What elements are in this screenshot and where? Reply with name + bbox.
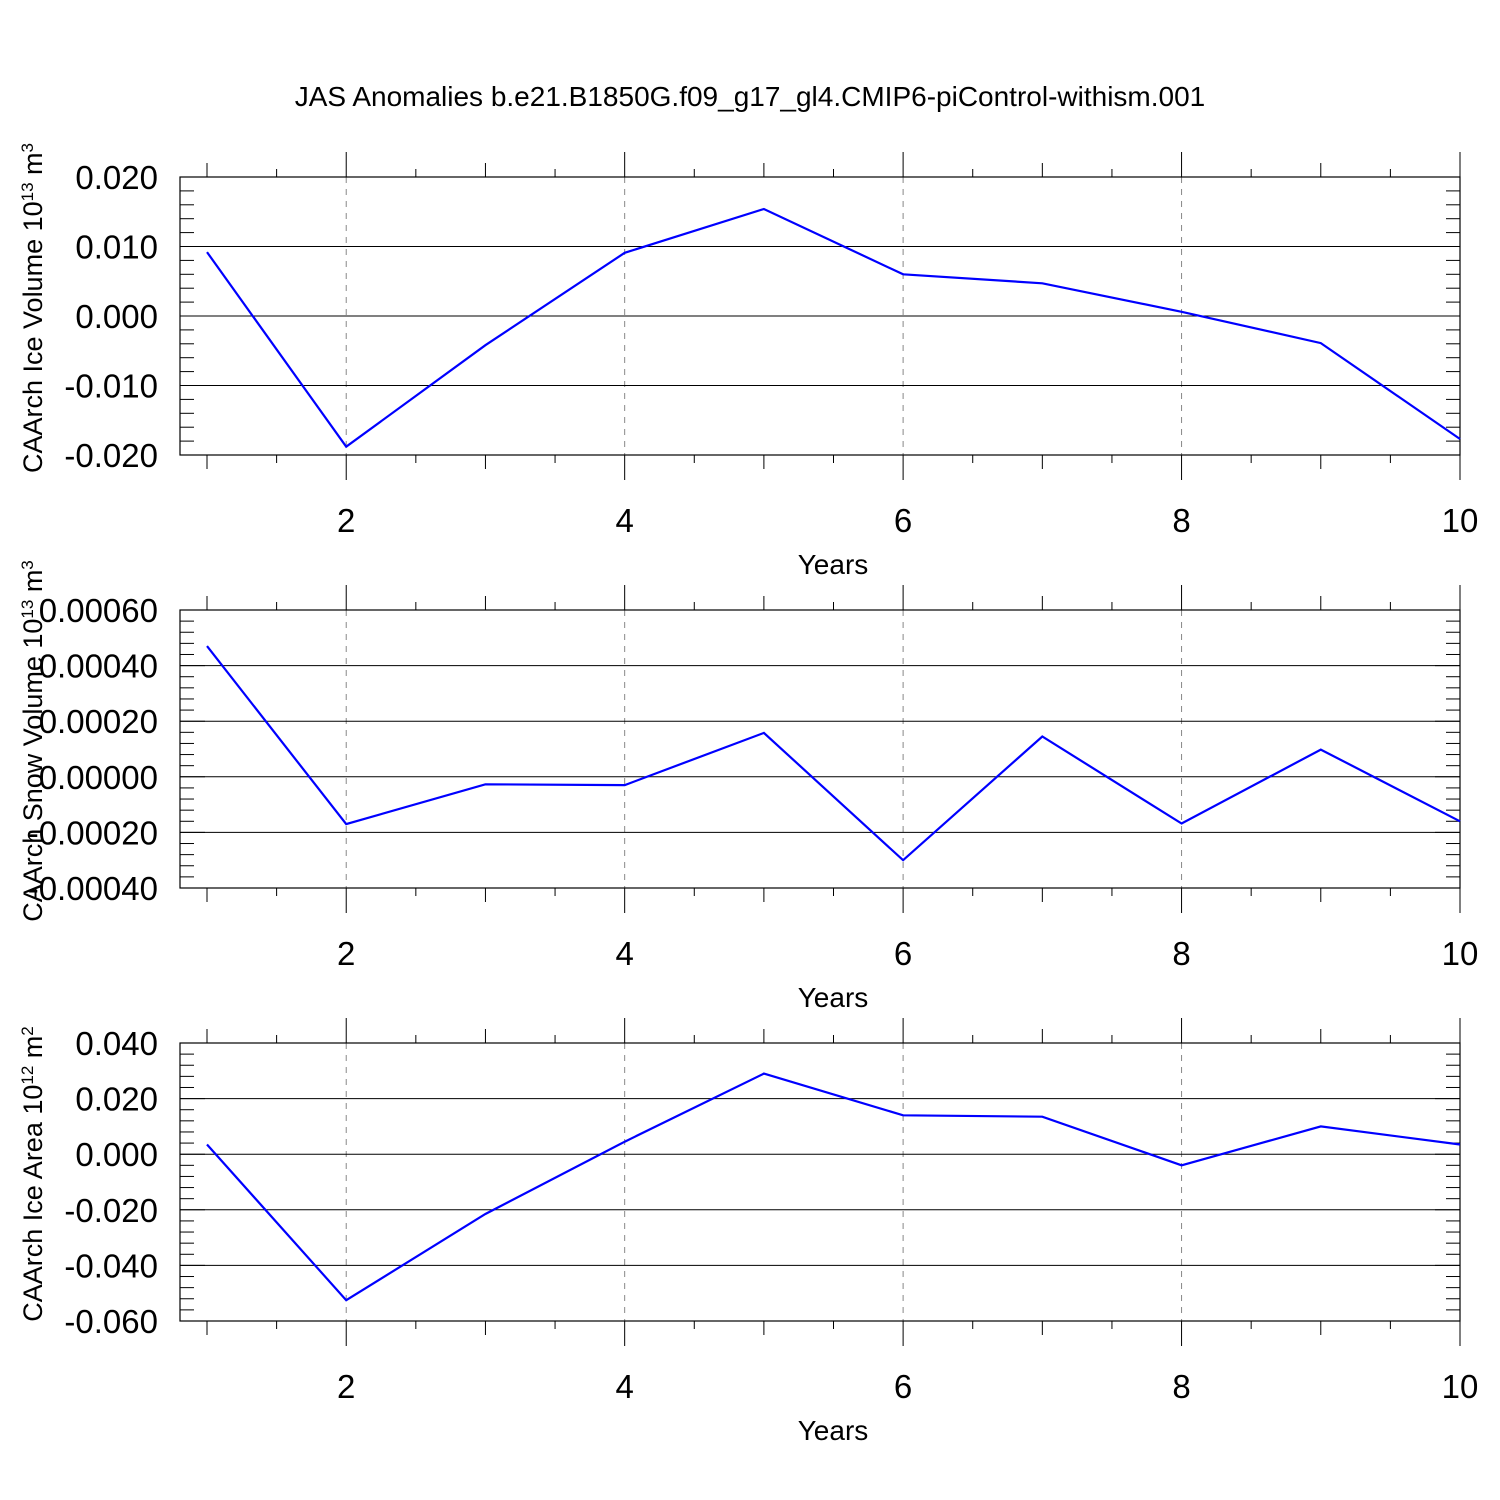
y-tick-label: 0.00040 bbox=[39, 648, 158, 685]
y-axis-label-exponent: 3 bbox=[18, 560, 37, 569]
panel-1: 2 4 6 8 10 Years -0.020 -0.010 0.000 0.010 0.020 CA… bbox=[18, 143, 1479, 580]
series-line bbox=[206, 645, 1461, 862]
series-line bbox=[206, 1072, 1461, 1302]
x-tick-label: 2 bbox=[337, 502, 355, 539]
y-axis-label: CAArch Snow Volume 1013 m3 bbox=[18, 560, 49, 922]
y-tick-label: 0.00060 bbox=[39, 592, 158, 629]
x-tick-label: 8 bbox=[1172, 1368, 1190, 1405]
y-tick-label: -0.060 bbox=[64, 1303, 158, 1340]
y-axis-label-text: m bbox=[18, 570, 48, 600]
y-tick-label: 0.010 bbox=[75, 229, 158, 266]
x-axis-label: Years bbox=[798, 982, 869, 1013]
y-axis-label: CAArch Ice Volume 1013 m3 bbox=[18, 143, 49, 473]
x-tick-label: 6 bbox=[894, 935, 912, 972]
y-tick-label: 0.000 bbox=[75, 298, 158, 335]
x-tick-label: 4 bbox=[615, 502, 633, 539]
x-tick-label: 8 bbox=[1172, 935, 1190, 972]
y-tick-label: 0.020 bbox=[75, 1081, 158, 1118]
x-tick-label: 10 bbox=[1442, 502, 1479, 539]
panel-3: 2 4 6 8 10 Years -0.060 -0.040 -0.020 0.000 0.020 0… bbox=[18, 1018, 1479, 1446]
figure-title: JAS Anomalies b.e21.B1850G.f09_g17_gl4.C… bbox=[295, 81, 1206, 112]
panels: 2 4 6 8 10 Years -0.020 -0.010 0.000 0.010 0.020 CA… bbox=[18, 143, 1479, 1446]
x-axis-label: Years bbox=[798, 1415, 869, 1446]
series-line bbox=[206, 207, 1461, 449]
y-axis-label-text: m bbox=[18, 152, 48, 182]
y-tick-label: 0.000 bbox=[75, 1136, 158, 1173]
y-axis-label-exponent: 2 bbox=[18, 1026, 37, 1035]
x-tick-label: 6 bbox=[894, 502, 912, 539]
y-axis-label: CAArch Ice Area 1012 m2 bbox=[18, 1026, 49, 1322]
x-tick-label: 6 bbox=[894, 1368, 912, 1405]
x-tick-label: 10 bbox=[1442, 935, 1479, 972]
x-tick-label: 2 bbox=[337, 935, 355, 972]
y-tick-label: 0.00000 bbox=[39, 759, 158, 796]
y-tick-label: -0.020 bbox=[64, 1192, 158, 1229]
y-axis-label-text: CAArch Snow Volume 10 bbox=[18, 619, 48, 922]
y-tick-label: -0.040 bbox=[64, 1247, 158, 1284]
y-tick-label: 0.020 bbox=[75, 159, 158, 196]
y-tick-label: 0.040 bbox=[75, 1025, 158, 1062]
y-axis-label-text: CAArch Ice Area 10 bbox=[18, 1085, 48, 1322]
y-tick-label: -0.010 bbox=[64, 368, 158, 405]
x-tick-label: 4 bbox=[615, 1368, 633, 1405]
x-tick-label: 10 bbox=[1442, 1368, 1479, 1405]
y-axis-label-text: m bbox=[18, 1036, 48, 1066]
y-tick-label: 0.00020 bbox=[39, 703, 158, 740]
y-tick-label: -0.00040 bbox=[28, 870, 158, 907]
y-tick-label: -0.00020 bbox=[28, 814, 158, 851]
y-axis-label-exponent: 12 bbox=[18, 1066, 37, 1085]
panel-2: 2 4 6 8 10 Years -0.00040 -0.00020 0.00000 0.0002… bbox=[18, 560, 1479, 1013]
y-tick-label: -0.020 bbox=[64, 437, 158, 474]
y-axis-label-exponent: 13 bbox=[18, 600, 37, 619]
y-axis-label-exponent: 13 bbox=[18, 182, 37, 201]
x-axis-label: Years bbox=[798, 549, 869, 580]
y-axis-label-exponent: 3 bbox=[18, 143, 37, 152]
x-tick-label: 8 bbox=[1172, 502, 1190, 539]
x-tick-label: 4 bbox=[615, 935, 633, 972]
x-tick-label: 2 bbox=[337, 1368, 355, 1405]
y-axis-label-text: CAArch Ice Volume 10 bbox=[18, 201, 48, 473]
